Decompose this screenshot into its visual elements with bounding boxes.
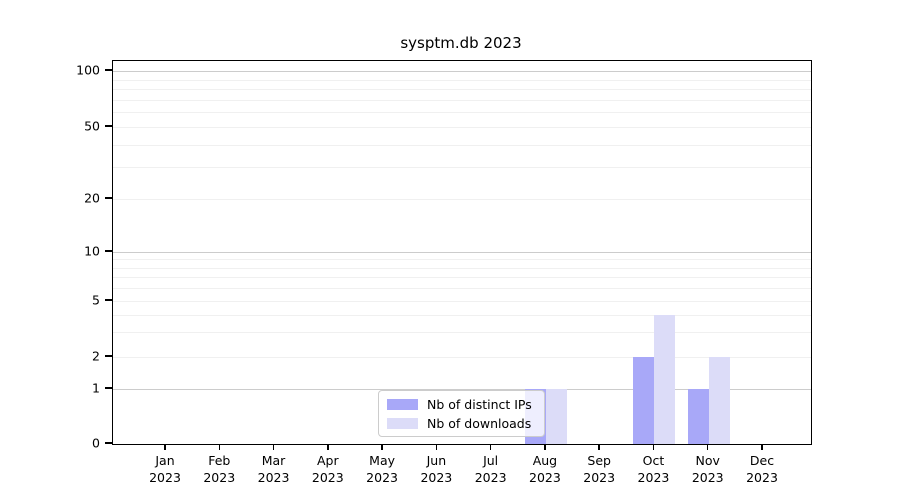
gridline-minor: [113, 199, 811, 200]
y-tick-label: 0: [92, 435, 100, 451]
gridline-minor: [113, 79, 811, 81]
y-tick-label: 2: [92, 348, 100, 364]
y-tick-label: 20: [84, 190, 100, 206]
y-tick-mark: [105, 250, 112, 252]
y-tick-label: 5: [92, 292, 100, 308]
x-tick-mark: [489, 444, 492, 451]
gridline-major: [113, 389, 811, 390]
y-tick-mark: [105, 355, 112, 357]
plot-area: [112, 60, 812, 445]
y-tick-mark: [105, 125, 112, 127]
x-tick-mark: [435, 444, 438, 451]
x-tick-mark: [272, 444, 275, 451]
x-tick-label: Oct 2023: [637, 453, 670, 485]
x-tick-label: Mar 2023: [257, 453, 290, 485]
x-tick-mark: [707, 444, 709, 451]
x-tick-label: Nov 2023: [691, 453, 724, 485]
legend-swatch-downloads: [387, 417, 418, 429]
x-tick-mark: [544, 444, 546, 451]
x-tick-mark: [761, 444, 763, 451]
x-tick-label: Jul 2023: [474, 453, 507, 485]
gridline-minor: [113, 357, 811, 358]
chart-title: sysptm.db 2023: [400, 34, 522, 52]
gridline-minor: [113, 167, 811, 169]
gridline-minor: [113, 89, 811, 91]
y-tick-mark: [105, 387, 112, 389]
gridline-minor: [113, 127, 811, 128]
gridline-minor: [113, 301, 811, 302]
x-tick-label: Apr 2023: [311, 453, 344, 485]
gridline-minor: [113, 99, 811, 101]
gridline-minor: [113, 277, 811, 279]
legend-item-distinct-ips: Nb of distinct IPs: [387, 397, 536, 412]
x-tick-label: Dec 2023: [746, 453, 778, 485]
gridline-minor: [113, 314, 811, 316]
x-tick-label: Jun 2023: [420, 453, 453, 485]
legend-item-downloads: Nb of downloads: [387, 416, 536, 431]
x-tick-label: Aug 2023: [529, 453, 561, 485]
bar-distinct-ips-oct: [633, 357, 655, 444]
y-tick-mark: [105, 299, 112, 301]
y-tick-label: 100: [76, 62, 100, 78]
y-tick-mark: [105, 197, 112, 199]
legend-swatch-distinct-ips: [387, 398, 418, 410]
bar-downloads-aug: [545, 389, 567, 444]
gridline-minor: [113, 267, 811, 269]
x-tick-label: Jan 2023: [149, 453, 181, 485]
bar-downloads-nov: [708, 357, 730, 444]
gridline-minor: [113, 144, 811, 146]
y-tick-label: 50: [84, 118, 100, 134]
legend-label-downloads: Nb of downloads: [427, 415, 532, 431]
y-tick-label: 1: [92, 380, 100, 396]
y-tick-label: 10: [84, 243, 100, 259]
gridline-minor: [113, 259, 811, 261]
x-tick-label: Sep 2023: [583, 453, 616, 485]
gridline-major: [113, 71, 811, 72]
bar-distinct-ips-nov: [687, 389, 709, 444]
gridline-minor: [113, 288, 811, 290]
y-tick-mark: [105, 69, 112, 71]
bar-downloads-oct: [654, 314, 676, 444]
y-tick-mark: [105, 442, 112, 444]
x-tick-mark: [652, 444, 655, 451]
x-tick-mark: [218, 444, 220, 451]
x-tick-mark: [164, 444, 166, 451]
x-tick-label: May 2023: [366, 453, 398, 485]
x-tick-label: Feb 2023: [203, 453, 236, 485]
legend-label-distinct-ips: Nb of distinct IPs: [427, 396, 532, 412]
legend: Nb of distinct IPs Nb of downloads: [378, 390, 545, 437]
x-tick-mark: [327, 444, 329, 451]
gridline-minor: [113, 332, 811, 334]
gridline-minor: [113, 112, 811, 114]
x-tick-mark: [598, 444, 600, 451]
gridline-major: [113, 252, 811, 253]
x-tick-mark: [381, 444, 383, 451]
